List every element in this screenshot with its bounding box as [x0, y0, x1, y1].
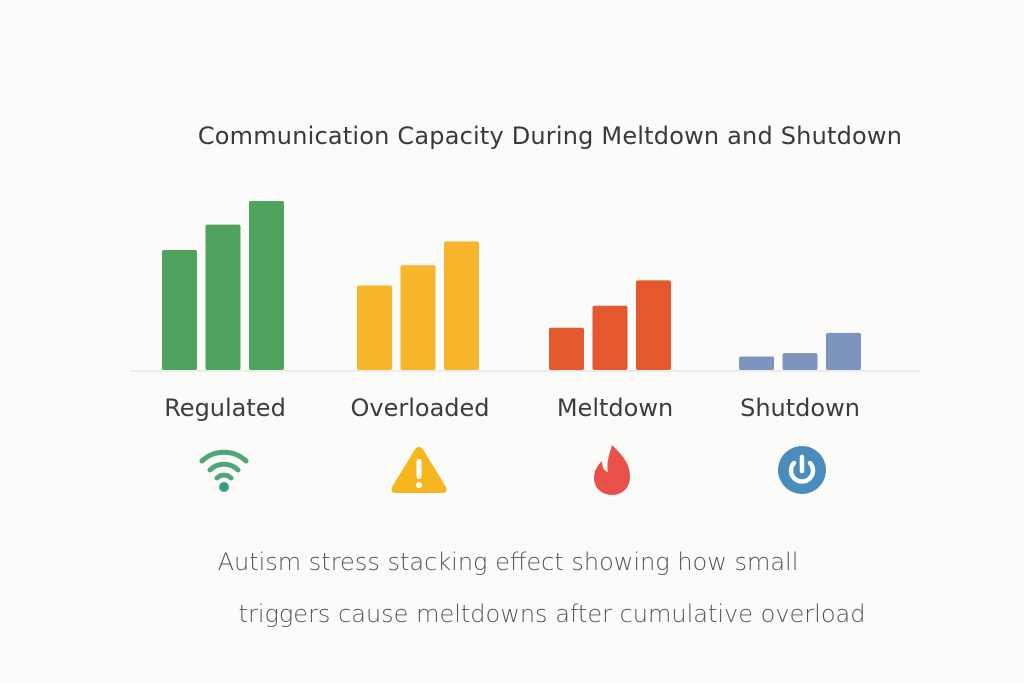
bar-meltdown-3: [636, 280, 671, 370]
bar-meltdown-1: [549, 327, 584, 370]
wifi-icon: [199, 449, 249, 492]
bar-shutdown-3: [826, 332, 861, 370]
bar-shutdown-1: [739, 356, 774, 370]
category-label-meltdown: Meltdown: [556, 394, 674, 422]
category-label-shutdown: Shutdown: [740, 394, 860, 422]
caption-line-2: triggers cause meltdowns after cumulativ…: [238, 600, 866, 628]
category-label-regulated: Regulated: [164, 394, 286, 422]
bar-regulated-2: [205, 224, 241, 370]
bar-overloaded-3: [444, 241, 479, 370]
category-label-overloaded: Overloaded: [350, 394, 490, 422]
warning-icon: [391, 447, 447, 493]
caption-line-1: Autism stress stacking effect showing ho…: [217, 548, 799, 576]
flame-icon: [594, 445, 630, 495]
bar-shutdown-2: [782, 353, 818, 370]
bar-overloaded-2: [400, 265, 436, 370]
bar-meltdown-2: [592, 305, 628, 370]
bar-overloaded-1: [357, 285, 392, 370]
chart-title: Communication Capacity During Meltdown a…: [197, 122, 903, 150]
bar-regulated-1: [162, 250, 197, 370]
bar-regulated-3: [249, 201, 284, 370]
power-icon: [778, 446, 826, 494]
